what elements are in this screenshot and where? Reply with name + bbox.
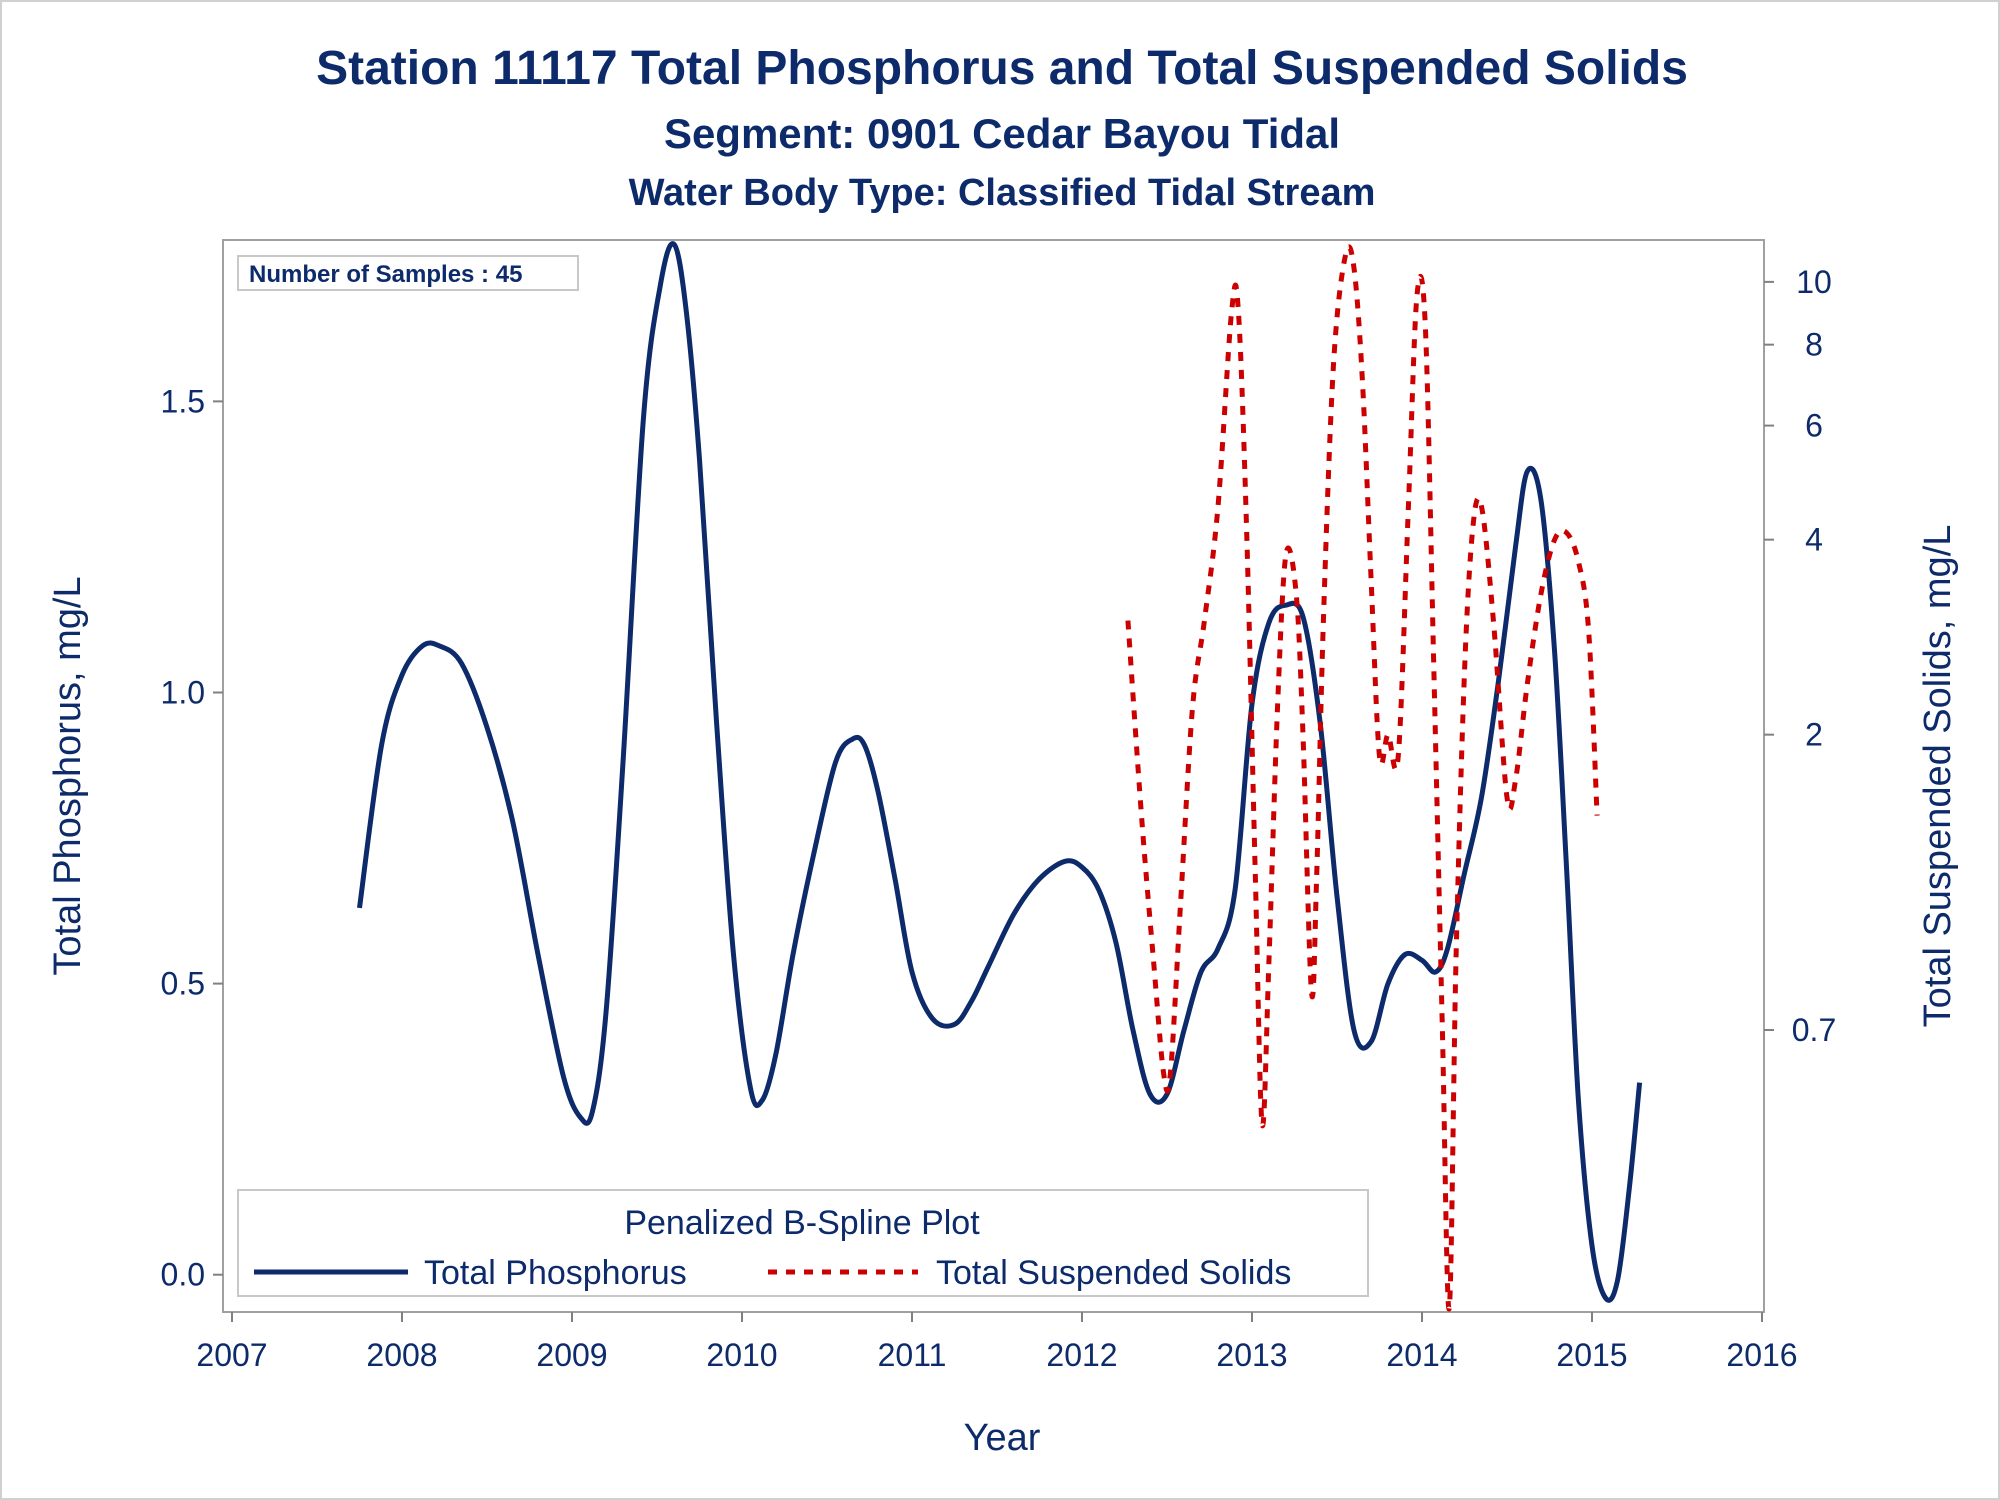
legend-label-total-suspended-solids: Total Suspended Solids bbox=[936, 1254, 1291, 1292]
x-tick-label: 2008 bbox=[366, 1337, 437, 1373]
y2-tick-label: 6 bbox=[1805, 408, 1823, 444]
y-tick-label: 1.5 bbox=[161, 383, 205, 419]
legend-title: Penalized B-Spline Plot bbox=[624, 1204, 980, 1242]
y2-tick-label: 8 bbox=[1805, 327, 1823, 363]
x-tick-label: 2014 bbox=[1386, 1337, 1457, 1373]
y2-axis-label: Total Suspended Solids, mg/L bbox=[1917, 525, 1959, 1028]
x-tick-label: 2013 bbox=[1216, 1337, 1287, 1373]
x-tick-label: 2016 bbox=[1726, 1337, 1797, 1373]
x-tick-label: 2015 bbox=[1556, 1337, 1627, 1373]
series-line-total-phosphorus bbox=[357, 241, 1643, 1303]
chart-title: Station 11117 Total Phosphorus and Total… bbox=[316, 42, 1688, 95]
y2-tick-label: 0.7 bbox=[1792, 1012, 1836, 1048]
x-tick-label: 2010 bbox=[706, 1337, 777, 1373]
samples-inset-box bbox=[237, 255, 579, 291]
x-tick-label: 2009 bbox=[536, 1337, 607, 1373]
y-tick-label: 0.0 bbox=[161, 1257, 205, 1293]
y2-tick-label: 10 bbox=[1796, 264, 1832, 300]
x-tick-label: 2011 bbox=[878, 1337, 947, 1373]
x-axis-label: Year bbox=[964, 1417, 1041, 1459]
chart-subtitle-2: Water Body Type: Classified Tidal Stream bbox=[629, 172, 1376, 214]
y2-tick-label: 2 bbox=[1805, 717, 1823, 753]
y-axis-left: 0.0 0.5 1.0 1.5 bbox=[161, 383, 223, 1293]
x-axis: 2007 2008 2009 2010 2011 2012 2013 2014 2015 2016 bbox=[196, 1312, 1798, 1373]
samples-inset: Number of Samples : 45 bbox=[237, 255, 579, 291]
y-tick-label: 0.5 bbox=[161, 966, 205, 1002]
y-axis-label: Total Phosphorus, mg/L bbox=[47, 576, 89, 975]
legend: Penalized B-Spline Plot Total Phosphorus… bbox=[237, 1189, 1369, 1297]
samples-inset-text: Number of Samples : 45 bbox=[249, 261, 522, 288]
y-axis-right: 0.7 2 4 6 8 10 bbox=[1764, 264, 1836, 1048]
series-layer bbox=[357, 241, 1643, 1312]
series-line-total-suspended-solids bbox=[1125, 244, 1600, 1312]
legend-box bbox=[237, 1189, 1369, 1297]
x-tick-label: 2012 bbox=[1046, 1337, 1117, 1373]
chart-subtitle: Segment: 0901 Cedar Bayou Tidal bbox=[664, 110, 1340, 157]
x-tick-label: 2007 bbox=[196, 1337, 267, 1373]
plot-area bbox=[222, 239, 1765, 1313]
y2-tick-label: 4 bbox=[1805, 522, 1823, 558]
y-tick-label: 1.0 bbox=[161, 674, 205, 710]
legend-label-total-phosphorus: Total Phosphorus bbox=[424, 1254, 687, 1292]
